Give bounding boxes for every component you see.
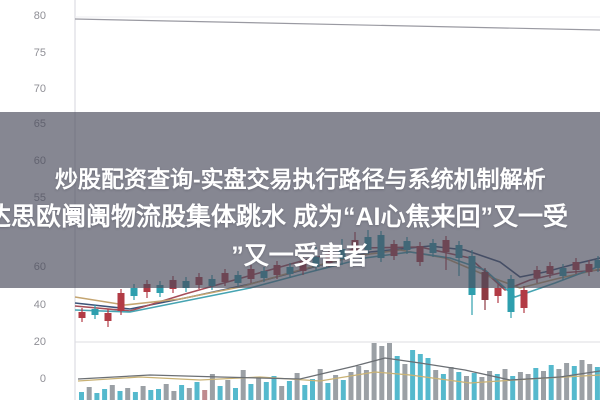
volume-bar xyxy=(94,393,100,400)
volume-bar xyxy=(448,367,454,400)
volume-bar xyxy=(510,376,516,400)
volume-bars xyxy=(79,343,600,400)
volume-bar xyxy=(317,369,323,400)
candle-body xyxy=(494,288,502,296)
headline-line-2: 达思欧阛阓物流股集体跳水 成为“AI心焦来回”又一受 xyxy=(0,203,568,231)
volume-bar xyxy=(394,356,400,400)
headline-line-3: ”又一受害者 xyxy=(231,242,369,270)
volume-bar xyxy=(494,374,500,400)
volume-bar xyxy=(102,389,108,400)
volume-bar xyxy=(217,386,223,400)
volume-bar xyxy=(533,368,539,400)
volume-bar xyxy=(163,384,169,400)
volume-bar xyxy=(440,374,446,400)
candle-body xyxy=(104,313,112,321)
volume-bar xyxy=(571,366,577,400)
volume-bar xyxy=(517,372,523,400)
candle-body xyxy=(91,309,99,315)
volume-bar xyxy=(564,363,570,400)
volume-ma-lines xyxy=(77,357,600,384)
volume-bar xyxy=(363,370,369,400)
volume-bar xyxy=(156,389,161,400)
volume-bar xyxy=(471,373,477,400)
volume-bar xyxy=(348,372,354,400)
volume-bar xyxy=(233,388,238,400)
volume-bar xyxy=(310,379,315,400)
volume-bar xyxy=(194,382,200,400)
volume-bar xyxy=(579,360,585,400)
volume-bar xyxy=(356,366,362,400)
volume-bar xyxy=(541,371,546,400)
volume-bar xyxy=(171,391,177,400)
volume-bar xyxy=(117,391,123,400)
volume-bar xyxy=(294,373,300,400)
volume-bar xyxy=(256,378,262,400)
y-axis-tick-label: 0 xyxy=(40,373,46,385)
candle-body xyxy=(156,285,164,293)
volume-bar xyxy=(402,364,408,400)
volume-bar xyxy=(464,376,469,400)
volume-bar xyxy=(148,390,154,400)
candle-body xyxy=(520,290,528,308)
volume-bar xyxy=(587,364,593,400)
volume-bar xyxy=(79,392,84,400)
volume-bar xyxy=(179,385,185,400)
volume-bar xyxy=(209,374,215,400)
volume-bar xyxy=(502,369,508,400)
volume-bar xyxy=(109,385,115,400)
volume-bar xyxy=(279,386,285,400)
volume-bar xyxy=(286,381,292,400)
volume-bar xyxy=(240,370,246,400)
volume-bar xyxy=(202,390,208,400)
volume-bar xyxy=(548,365,554,400)
volume-bar xyxy=(225,380,231,400)
volume-bar xyxy=(248,384,254,400)
y-axis-tick-label: 80 xyxy=(34,10,46,22)
volume-bar xyxy=(594,367,600,400)
volume-bar xyxy=(479,377,485,400)
caption-overlay-band xyxy=(0,112,600,288)
headline-line-1: 炒股配资查询-实盘交易执行路径与系统机制解析 xyxy=(55,166,546,192)
volume-bar xyxy=(433,370,439,400)
volume-bar xyxy=(125,388,131,400)
candle-body xyxy=(507,279,515,312)
volume-bar xyxy=(271,376,277,400)
y-axis-tick-label: 75 xyxy=(34,47,46,59)
vol-ma-tan xyxy=(77,371,600,384)
vol-ma-dark xyxy=(77,357,600,381)
y-axis-tick-label: 20 xyxy=(34,336,46,348)
volume-bar xyxy=(556,369,562,400)
candle-body xyxy=(130,288,138,296)
volume-bar xyxy=(86,387,92,400)
volume-bar xyxy=(263,382,269,400)
candle-body xyxy=(117,293,125,311)
volume-bar xyxy=(186,388,192,400)
volume-bar xyxy=(340,380,346,400)
volume-bar xyxy=(425,358,431,400)
y-axis-tick-label: 40 xyxy=(34,299,46,311)
price-line-top xyxy=(74,18,600,31)
volume-bar xyxy=(387,343,392,400)
volume-bar xyxy=(325,383,331,400)
volume-bar xyxy=(456,372,462,400)
volume-bar xyxy=(302,385,308,400)
volume-bar xyxy=(132,392,138,400)
candle-body xyxy=(143,284,151,292)
volume-bar xyxy=(140,386,146,400)
volume-bar xyxy=(487,371,493,400)
volume-bar xyxy=(333,375,339,400)
volume-bar xyxy=(525,374,531,400)
y-axis-tick-label: 70 xyxy=(34,83,46,95)
candle-body xyxy=(78,312,86,318)
